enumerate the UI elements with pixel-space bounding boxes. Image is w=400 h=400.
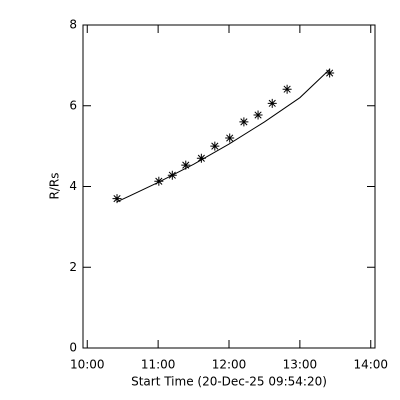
x-tick-label: 10:00 (70, 358, 105, 372)
asterisk-point (282, 84, 292, 94)
y-tick-label: 4 (69, 179, 77, 193)
y-tick-label: 8 (69, 18, 77, 32)
y-tick-label: 6 (69, 98, 77, 112)
x-tick-label: 13:00 (283, 358, 318, 372)
asterisk-point (112, 194, 122, 204)
asterisk-point (196, 153, 206, 163)
asterisk-point (325, 68, 335, 78)
asterisk-point (267, 98, 277, 108)
asterisk-point (210, 141, 220, 151)
x-tick-label: 12:00 (212, 358, 247, 372)
x-tick-label: 11:00 (141, 358, 176, 372)
fit-line (116, 69, 330, 203)
asterisk-point (253, 110, 263, 120)
y-tick-label: 0 (69, 341, 77, 355)
asterisk-point (181, 160, 191, 170)
asterisk-point (225, 133, 235, 143)
y-axis-label: R/Rs (48, 173, 62, 200)
y-tick-label: 2 (69, 260, 77, 274)
x-axis-label: Start Time (20-Dec-25 09:54:20) (131, 375, 327, 389)
asterisk-point (239, 117, 249, 127)
x-tick-label: 14:00 (353, 358, 388, 372)
asterisk-point (154, 176, 164, 186)
